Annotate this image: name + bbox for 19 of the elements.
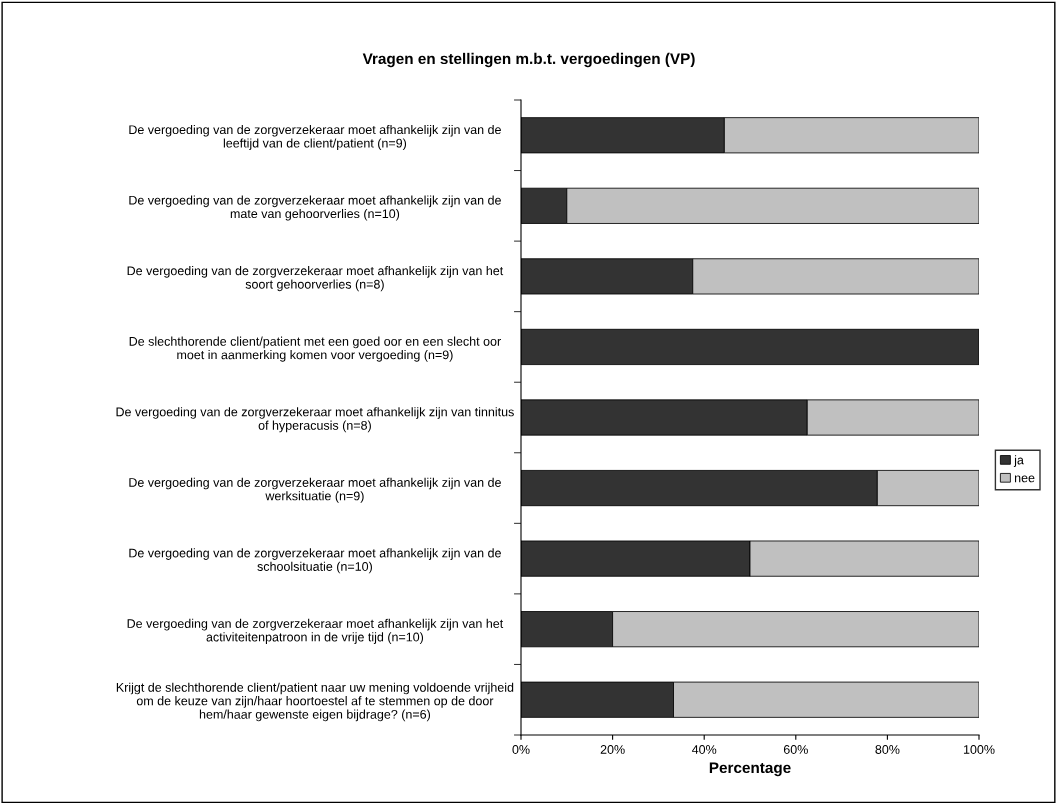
x-tick-label: 80% [875,745,900,754]
x-tick-label: 60% [783,745,808,754]
y-tick-label: Krijgt de slechthorende client/patient naar uw mening voldoende vrijheid om de keuze van zijn/haar hoortoestel af te stemmen op de door hem/haar gewenste eigen bijdrage? (n=6) [116,682,514,722]
legend-label: nee [1014,475,1035,483]
chart-title: Vragen en stellingen m.b.t. vergoedingen (VP) [362,52,695,68]
x-tick-label: 100% [963,745,995,754]
y-tick-label: De vergoeding van de zorgverzekeraar moet afhankelijk zijn van tinnitus of hyperacusis (n=8) [116,407,514,433]
y-tick-label: De vergoeding van de zorgverzekeraar moet afhankelijk zijn van de mate van gehoorverlies (n=10) [129,195,501,221]
y-tick-label: De vergoeding van de zorgverzekeraar moet afhankelijk zijn van het soort gehoorverlies (n=8) [127,266,504,292]
y-tick-label: De vergoeding van de zorgverzekeraar moet afhankelijk zijn van het activiteitenpatroon in de vrije tijd (n=10) [127,618,504,644]
x-tick-label: 20% [600,745,625,754]
y-tick-label: De vergoeding van de zorgverzekeraar moet afhankelijk zijn van de leeftijd van de client/patient (n=9) [129,124,501,151]
y-tick-label: De vergoeding van de zorgverzekeraar moet afhankelijk zijn van de werksituatie (n=9) [129,477,501,503]
y-tick-label: De vergoeding van de zorgverzekeraar moet afhankelijk zijn van de schoolsituatie (n=10) [129,548,501,574]
y-tick-label: De slechthorende client/patient met een goed oor en een slecht oor moet in aanmerking komen voor vergoeding (n=9) [129,336,501,362]
x-tick-label: 40% [691,745,717,754]
legend-label: ja [1013,455,1024,467]
x-tick-label: 0% [512,745,530,754]
x-axis-title: Percentage [709,762,791,777]
